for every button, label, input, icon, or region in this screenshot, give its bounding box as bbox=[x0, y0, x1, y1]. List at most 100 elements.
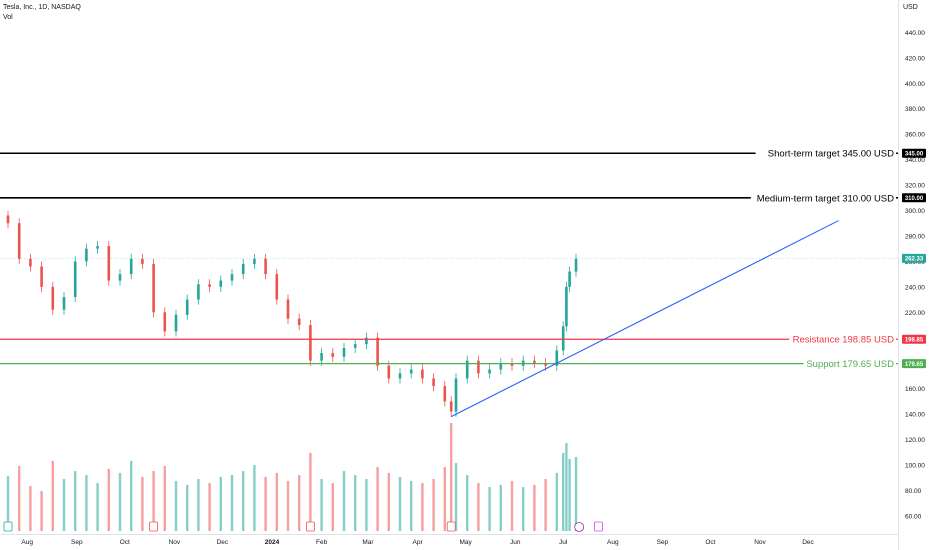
candle-body-35[interactable] bbox=[398, 373, 402, 379]
candle-body-31[interactable] bbox=[353, 344, 357, 348]
candle-body-36[interactable] bbox=[409, 369, 413, 374]
candle-body-44[interactable] bbox=[488, 369, 491, 374]
ascending-trendline[interactable] bbox=[450, 220, 839, 418]
price-tick-1: 420.00 bbox=[905, 55, 925, 62]
price-tick-15: 140.00 bbox=[905, 412, 925, 419]
candle-body-28[interactable] bbox=[320, 353, 323, 361]
volume-bar-28 bbox=[320, 479, 323, 531]
volume-bar-18 bbox=[208, 483, 211, 531]
level-axis-tag-bg-0 bbox=[902, 148, 926, 158]
level-label-bg-2 bbox=[789, 333, 896, 346]
candle-body-30[interactable] bbox=[342, 347, 346, 357]
price-tick-4: 360.00 bbox=[905, 132, 925, 139]
candle-body-17[interactable] bbox=[197, 284, 200, 300]
candle-body-32[interactable] bbox=[365, 337, 368, 345]
earnings-event-icon-0[interactable] bbox=[3, 521, 13, 532]
candle-body-39[interactable] bbox=[443, 386, 447, 402]
candle-body-40[interactable] bbox=[449, 401, 453, 412]
volume-bar-40 bbox=[450, 423, 453, 531]
level-label-resistance-2: Resistance 198.85 USD bbox=[793, 335, 895, 346]
level-axis-tag-bg-3 bbox=[902, 359, 926, 369]
price-tick-18: 80.00 bbox=[905, 488, 922, 495]
candle-body-34[interactable] bbox=[387, 365, 391, 379]
time-label-11: Jul bbox=[559, 539, 568, 546]
candle-body-18[interactable] bbox=[208, 284, 211, 287]
price-axis-divider bbox=[898, 0, 899, 550]
candle-body-41[interactable] bbox=[454, 378, 458, 412]
volume-bar-44 bbox=[488, 487, 491, 531]
time-label-7: Mar bbox=[362, 539, 374, 546]
candle-body-48[interactable] bbox=[533, 360, 536, 364]
candle-body-13[interactable] bbox=[152, 263, 155, 313]
candle-body-27[interactable] bbox=[309, 325, 312, 361]
candle-body-1[interactable] bbox=[17, 223, 21, 259]
volume-bar-27 bbox=[309, 453, 312, 531]
volume-bar-37 bbox=[421, 483, 424, 531]
candle-body-54[interactable] bbox=[574, 258, 578, 272]
candle-body-2[interactable] bbox=[29, 258, 32, 267]
earnings-event-icon-1[interactable] bbox=[149, 521, 159, 532]
price-tick-17: 100.00 bbox=[905, 463, 925, 470]
candle-body-21[interactable] bbox=[241, 263, 245, 275]
candle-body-46[interactable] bbox=[510, 363, 514, 366]
candle-body-10[interactable] bbox=[118, 274, 122, 281]
candle-body-51[interactable] bbox=[561, 326, 565, 351]
volume-bar-53 bbox=[568, 459, 571, 531]
candle-body-4[interactable] bbox=[51, 286, 55, 310]
time-label-5: 2024 bbox=[265, 539, 280, 546]
volume-bar-41 bbox=[454, 463, 458, 531]
candle-body-14[interactable] bbox=[163, 312, 167, 332]
candle-body-3[interactable] bbox=[40, 266, 43, 287]
candle-body-12[interactable] bbox=[141, 258, 144, 264]
volume-bar-43 bbox=[477, 483, 480, 531]
candle-body-9[interactable] bbox=[107, 246, 111, 281]
earnings-event-icon-2[interactable] bbox=[305, 521, 315, 532]
candle-body-52[interactable] bbox=[565, 286, 568, 327]
candle-body-11[interactable] bbox=[129, 258, 133, 275]
candle-body-43[interactable] bbox=[477, 360, 480, 374]
candle-body-20[interactable] bbox=[230, 274, 234, 281]
candle-body-7[interactable] bbox=[85, 248, 88, 262]
symbol-title: Tesla, Inc., 1D, NASDAQ bbox=[3, 4, 81, 11]
level-label-target-0: Short-term target 345.00 USD bbox=[768, 149, 894, 160]
candle-body-53[interactable] bbox=[568, 271, 571, 287]
upcoming-earnings-icon[interactable] bbox=[594, 521, 603, 532]
candle-body-23[interactable] bbox=[264, 258, 267, 275]
candle-body-33[interactable] bbox=[376, 337, 379, 366]
candle-body-50[interactable] bbox=[555, 350, 559, 366]
candle-body-26[interactable] bbox=[297, 318, 301, 326]
volume-bar-23 bbox=[264, 477, 267, 531]
volume-bar-31 bbox=[354, 475, 357, 531]
volume-bar-19 bbox=[219, 477, 222, 531]
candle-body-6[interactable] bbox=[73, 261, 77, 298]
time-label-8: Apr bbox=[413, 539, 424, 546]
candle-body-8[interactable] bbox=[96, 246, 99, 249]
price-tick-14: 160.00 bbox=[905, 386, 925, 393]
candle-body-19[interactable] bbox=[219, 280, 223, 287]
earnings-event-icon-3[interactable] bbox=[446, 521, 456, 532]
candle-body-29[interactable] bbox=[331, 353, 335, 357]
volume-bar-20 bbox=[230, 475, 234, 531]
volume-bar-46 bbox=[510, 481, 514, 531]
candle-body-49[interactable] bbox=[544, 363, 547, 366]
time-label-12: Aug bbox=[607, 539, 619, 546]
candle-body-37[interactable] bbox=[421, 369, 424, 379]
candle-body-24[interactable] bbox=[275, 274, 279, 300]
candle-body-15[interactable] bbox=[174, 314, 178, 332]
candle-body-42[interactable] bbox=[465, 360, 469, 379]
candle-body-16[interactable] bbox=[185, 299, 189, 315]
candle-body-5[interactable] bbox=[62, 297, 66, 310]
candle-body-0[interactable] bbox=[6, 215, 10, 224]
time-label-14: Oct bbox=[705, 539, 715, 546]
candle-body-38[interactable] bbox=[432, 378, 435, 387]
currency-label[interactable]: USD bbox=[903, 4, 918, 11]
volume-indicator-label[interactable]: Vol bbox=[3, 14, 13, 21]
volume-bar-13 bbox=[152, 471, 155, 531]
bolt-event-icon[interactable] bbox=[574, 522, 585, 532]
candle-body-22[interactable] bbox=[253, 258, 256, 264]
volume-bar-29 bbox=[331, 483, 334, 531]
volume-bar-34 bbox=[387, 473, 390, 531]
candle-body-25[interactable] bbox=[286, 299, 290, 319]
candle-body-45[interactable] bbox=[499, 363, 503, 370]
